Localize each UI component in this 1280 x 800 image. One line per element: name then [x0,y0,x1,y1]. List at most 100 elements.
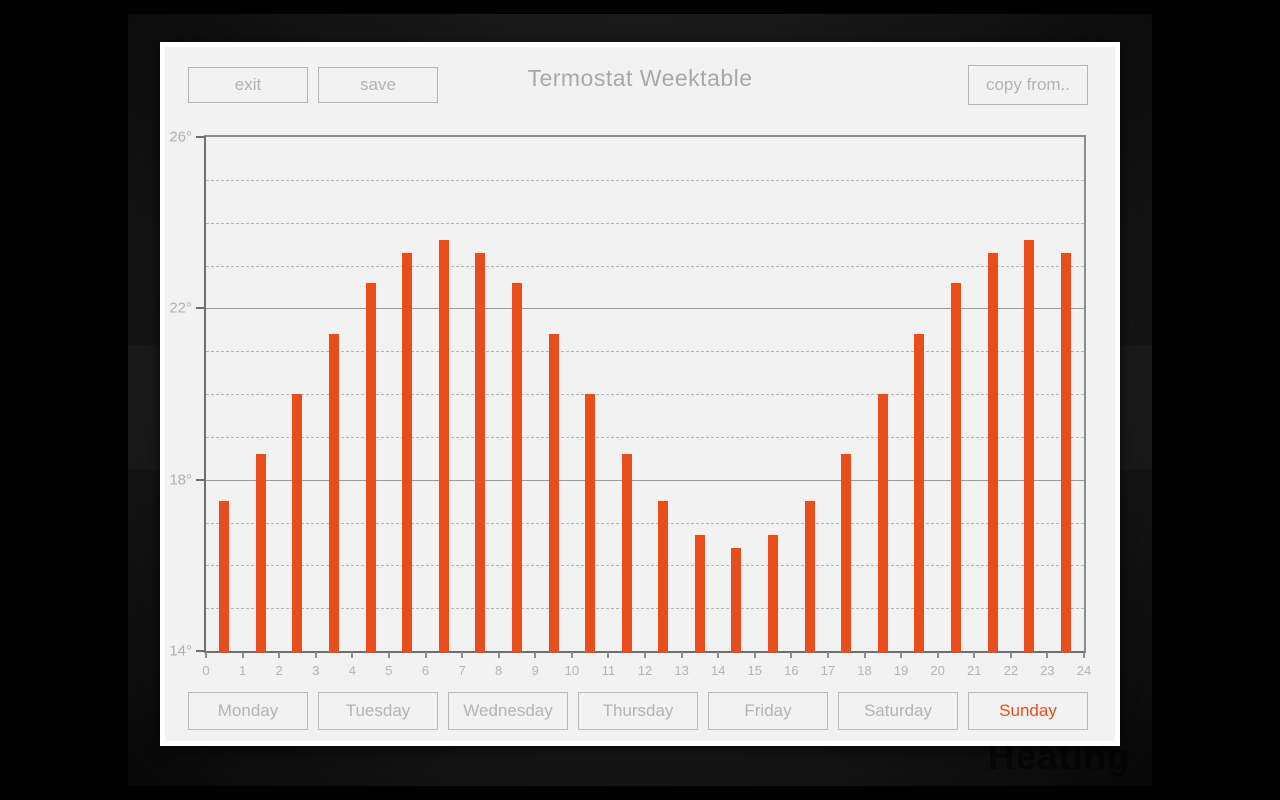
y-axis-tick-26 [196,136,204,138]
copy-from-button[interactable]: copy from.. [968,65,1088,105]
x-axis-tick-4 [351,652,354,658]
bar-hour-14[interactable] [731,548,742,653]
day-button-sunday[interactable]: Sunday [968,692,1088,730]
gridline-dashed-23 [206,265,1084,267]
x-axis-label-3: 3 [312,663,320,678]
y-axis-label-26: 26° [169,128,192,146]
x-axis-tick-21 [973,652,976,658]
x-axis-label-23: 23 [1040,663,1055,678]
x-axis-tick-11 [607,652,610,658]
y-axis-tick-18 [196,478,204,481]
bar-hour-6[interactable] [438,239,449,653]
y-axis-tick-14 [196,650,204,652]
bar-hour-11[interactable] [621,453,632,653]
bar-hour-23[interactable] [1060,252,1071,653]
day-button-saturday[interactable]: Saturday [838,692,958,730]
y-axis-label-14: 14° [169,642,192,660]
x-axis-tick-15 [753,652,756,658]
x-axis-tick-19 [900,652,903,658]
gridline-solid-18 [206,479,1084,481]
bar-hour-0[interactable] [219,501,230,653]
exit-button[interactable]: exit [188,67,308,103]
day-button-friday[interactable]: Friday [708,692,828,730]
temperature-bar-chart: 26° 22° 18° 14° 0 1 2 3 4 5 6 7 8 9 10 11 12 13 14 15 16 17 18… [169,129,1091,679]
bar-hour-12[interactable] [658,501,669,653]
save-button[interactable]: save [318,67,438,103]
day-button-wednesday[interactable]: Wednesday [448,692,568,730]
bar-hour-10[interactable] [585,394,596,653]
x-axis-label-16: 16 [784,663,799,678]
x-axis-label-2: 2 [275,663,283,678]
x-axis-tick-20 [936,652,939,658]
x-axis-label-15: 15 [747,663,762,678]
x-axis-tick-17 [826,652,829,658]
bar-hour-20[interactable] [950,282,961,653]
x-axis-label-21: 21 [967,663,982,678]
x-axis-tick-7 [461,652,464,658]
gridline-dashed-19 [206,436,1084,438]
bar-hour-17[interactable] [841,453,852,653]
bar-hour-9[interactable] [548,334,559,653]
bar-hour-8[interactable] [511,282,522,653]
gridline-dashed-15 [206,608,1084,610]
gridline-dashed-17 [206,522,1084,524]
x-axis-tick-22 [1009,652,1012,658]
x-axis-label-19: 19 [893,663,909,678]
y-axis-tick-22 [196,307,204,310]
x-axis-label-14: 14 [710,663,726,678]
x-axis-label-8: 8 [495,663,503,678]
gridline-solid-22 [206,308,1084,310]
x-axis-label-20: 20 [930,663,945,678]
x-axis-tick-12 [644,652,646,658]
x-axis-tick-2 [278,652,281,658]
x-axis-tick-14 [717,652,720,658]
x-axis-label-18: 18 [857,663,872,678]
day-button-monday[interactable]: Monday [188,692,308,730]
gridline-dashed-24 [206,222,1084,224]
bar-hour-13[interactable] [694,535,705,653]
x-axis-tick-0 [205,652,207,658]
y-axis-label-22: 22° [169,299,192,317]
x-axis-tick-6 [424,652,427,658]
x-axis-label-7: 7 [458,663,466,678]
x-axis-tick-24 [1083,652,1085,658]
x-axis-label-24: 24 [1076,663,1092,678]
day-button-tuesday[interactable]: Tuesday [318,692,438,730]
x-axis-label-6: 6 [421,663,430,678]
bar-hour-15[interactable] [768,535,779,653]
day-button-thursday[interactable]: Thursday [578,692,698,730]
x-axis-tick-13 [680,652,683,658]
bar-hour-3[interactable] [329,334,340,653]
bar-hour-19[interactable] [914,334,925,653]
x-axis-tick-23 [1046,652,1049,658]
bar-hour-1[interactable] [255,453,266,653]
bar-hour-22[interactable] [1024,239,1035,653]
bar-hour-4[interactable] [365,282,376,653]
x-axis-tick-3 [314,652,317,658]
gridline-dashed-21 [206,351,1084,353]
x-axis-label-13: 13 [674,663,689,678]
thermostat-weektable-window: exit save Termostat Weektable copy from.… [160,42,1120,746]
x-axis-tick-5 [387,652,390,658]
x-axis-label-4: 4 [348,663,356,678]
x-axis-label-10: 10 [564,663,580,678]
bar-hour-18[interactable] [877,394,888,653]
gridline-dashed-16 [206,565,1084,567]
bar-hour-7[interactable] [475,252,486,653]
bar-hour-21[interactable] [987,252,998,653]
x-axis-label-11: 11 [601,663,616,678]
x-axis-label-0: 0 [202,663,210,678]
bar-hour-2[interactable] [292,394,303,653]
x-axis-tick-9 [534,652,537,658]
gridline-dashed-20 [206,394,1084,395]
x-axis-label-9: 9 [531,663,539,678]
x-axis-label-17: 17 [820,663,836,678]
x-axis-tick-16 [790,652,793,658]
x-axis-tick-8 [497,652,500,658]
x-axis-label-22: 22 [1003,663,1019,678]
x-axis-label-12: 12 [637,663,653,678]
bar-hour-16[interactable] [804,501,815,653]
bar-hour-5[interactable] [402,252,413,653]
gridline-dashed-25 [206,179,1084,181]
x-axis-tick-10 [570,652,573,658]
